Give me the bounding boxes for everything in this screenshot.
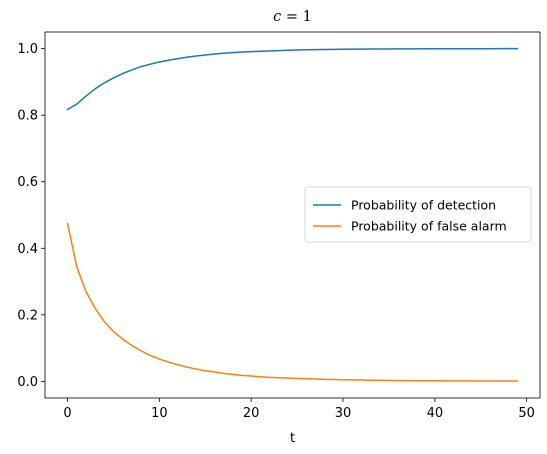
x-tick-label: 30 (335, 406, 352, 421)
y-tick-label: 0.6 (17, 175, 38, 190)
title-operator: = (281, 9, 302, 25)
legend-box (304, 186, 532, 243)
y-tick-label: 0.0 (17, 375, 38, 390)
legend: Probability of detection Probability of … (304, 186, 532, 243)
legend-label-detection: Probability of detection (351, 198, 496, 213)
plot-frame (44, 31, 541, 399)
y-tick-label: 0.2 (17, 308, 38, 323)
y-axis-ticks: 0.0 0.2 0.4 0.6 0.8 1.0 (17, 42, 45, 390)
x-tick-label: 10 (151, 406, 168, 421)
x-axis-ticks: 0 10 20 30 40 50 (63, 398, 535, 421)
x-tick-label: 20 (243, 406, 260, 421)
y-tick-label: 0.8 (17, 109, 38, 124)
x-tick-label: 50 (518, 406, 535, 421)
series-line-1 (66, 222, 519, 382)
title-value: 1 (303, 9, 312, 25)
y-tick-label: 1.0 (17, 42, 38, 57)
x-tick-label: 0 (63, 406, 71, 421)
title-variable: c (273, 9, 281, 25)
series-line-0 (66, 47, 519, 111)
chart-title: c = 1 (273, 9, 312, 25)
x-tick-label: 40 (427, 406, 444, 421)
series-layer (66, 47, 519, 382)
x-axis-label: t (290, 431, 295, 446)
legend-label-false-alarm: Probability of false alarm (351, 219, 507, 234)
y-tick-label: 0.4 (17, 242, 38, 257)
